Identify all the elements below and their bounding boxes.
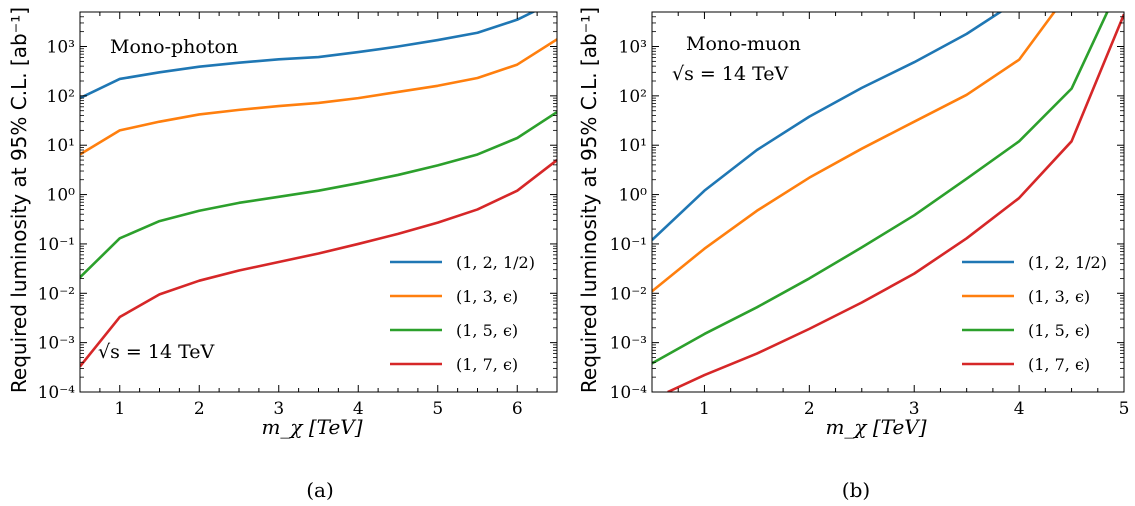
legend-label: (1, 3, ϵ) xyxy=(456,287,518,306)
x-tick-label: 1 xyxy=(699,399,710,419)
annotation-mono-muon: Mono-muon xyxy=(686,33,801,55)
y-tick-label: 10⁻² xyxy=(38,284,75,304)
legend-a: (1, 2, 1/2) (1, 3, ϵ) (1, 5, ϵ) (1, 7, ϵ) xyxy=(390,253,535,374)
series-line-a-2 xyxy=(80,110,557,279)
legend-label: (1, 5, ϵ) xyxy=(1028,321,1090,340)
x-tick-label: 2 xyxy=(194,399,205,419)
x-tick-label: 5 xyxy=(1119,399,1130,419)
y-tick-label: 10⁰ xyxy=(47,186,76,206)
y-tick-label: 10² xyxy=(619,87,647,107)
legend-label: (1, 2, 1/2) xyxy=(1028,253,1107,272)
series-line-a-1 xyxy=(80,38,557,156)
y-tick-label: 10⁻³ xyxy=(38,334,75,354)
y-tick-label: 10⁻¹ xyxy=(38,235,75,255)
annotation-sqrt-s-b: √s = 14 TeV xyxy=(672,63,789,85)
series-line-b-0 xyxy=(652,12,1003,241)
series-line-b-3 xyxy=(667,13,1124,392)
y-tick-label: 10⁻³ xyxy=(610,334,647,354)
legend-b: (1, 2, 1/2) (1, 3, ϵ) (1, 5, ϵ) (1, 7, ϵ) xyxy=(962,253,1107,374)
y-tick-label: 10³ xyxy=(619,37,647,57)
legend-label: (1, 2, 1/2) xyxy=(456,253,535,272)
legend-label: (1, 5, ϵ) xyxy=(456,321,518,340)
chart-panel-b: Required luminosity at 95% C.L. [ab⁻¹] m… xyxy=(577,7,1129,502)
y-tick-label: 10⁻⁴ xyxy=(38,383,76,403)
y-tick-label: 10³ xyxy=(47,37,75,57)
x-tick-label: 4 xyxy=(353,399,364,419)
y-tick-label: 10⁻⁴ xyxy=(610,383,648,403)
caption-b: (b) xyxy=(842,478,870,502)
caption-a: (a) xyxy=(306,478,334,502)
x-axis-label-b: m_χ [TeV] xyxy=(825,415,926,439)
x-tick-label: 4 xyxy=(1014,399,1025,419)
y-axis-label-b: Required luminosity at 95% C.L. [ab⁻¹] xyxy=(577,7,601,393)
y-axis-label-a: Required luminosity at 95% C.L. [ab⁻¹] xyxy=(7,7,31,393)
x-tick-label: 6 xyxy=(512,399,523,419)
x-tick-label: 3 xyxy=(273,399,284,419)
x-tick-label: 5 xyxy=(432,399,443,419)
x-tick-label: 3 xyxy=(909,399,920,419)
annotation-sqrt-s-a: √s = 14 TeV xyxy=(98,341,215,363)
series-line-a-3 xyxy=(80,159,557,368)
y-tick-label: 10¹ xyxy=(47,136,75,156)
x-axis-label-a: m_χ [TeV] xyxy=(261,415,362,439)
x-tick-label: 1 xyxy=(114,399,125,419)
y-tick-label: 10⁰ xyxy=(619,186,648,206)
legend-label: (1, 7, ϵ) xyxy=(1028,355,1090,374)
series-line-b-1 xyxy=(652,12,1056,293)
series-line-b-2 xyxy=(652,12,1109,365)
legend-label: (1, 3, ϵ) xyxy=(1028,287,1090,306)
y-tick-label: 10² xyxy=(47,87,75,107)
x-tick-label: 2 xyxy=(804,399,815,419)
annotation-mono-photon: Mono-photon xyxy=(110,36,238,58)
y-tick-label: 10⁻¹ xyxy=(610,235,647,255)
y-tick-label: 10¹ xyxy=(619,136,647,156)
chart-panel-a: Required luminosity at 95% C.L. [ab⁻¹] m… xyxy=(7,7,558,502)
y-tick-label: 10⁻² xyxy=(610,284,647,304)
legend-label: (1, 7, ϵ) xyxy=(456,355,518,374)
series-line-a-0 xyxy=(80,12,536,100)
